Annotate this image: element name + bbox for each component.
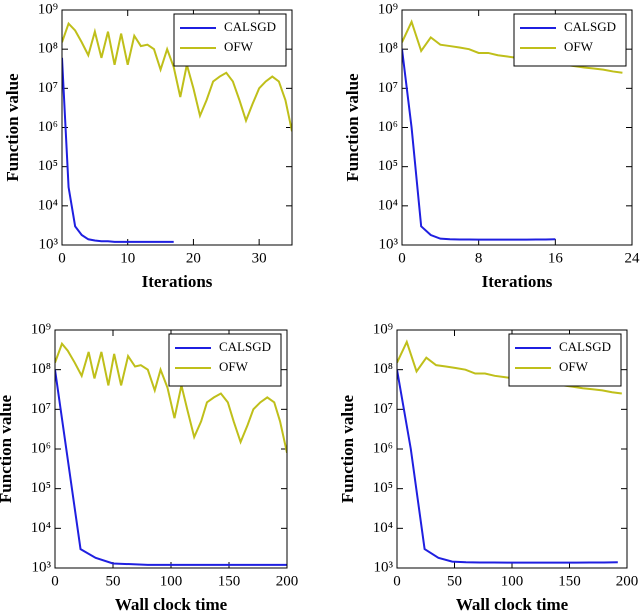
legend-label: OFW <box>564 39 594 54</box>
x-tick-label: 20 <box>186 250 201 266</box>
x-axis-label: Wall clock time <box>456 595 569 613</box>
series-line <box>397 369 618 564</box>
y-tick-label: 10⁷ <box>31 401 51 417</box>
series-line <box>402 49 556 241</box>
x-tick-label: 0 <box>58 250 66 266</box>
x-tick-label: 24 <box>625 250 640 266</box>
x-axis-label: Wall clock time <box>115 595 228 613</box>
series-line <box>402 19 623 74</box>
y-tick-label: 10⁴ <box>373 520 393 536</box>
legend-label: OFW <box>219 359 249 374</box>
subplot: 10³ 10⁴ 10⁵ 10⁶ 10⁷ 10⁸ 10⁹ 0 50 100 150 200 Wall cl… <box>338 321 638 613</box>
series-line <box>55 369 287 566</box>
legend-box <box>513 13 627 67</box>
x-tick-label: 10 <box>120 250 135 266</box>
y-axis-label: Function value <box>338 394 357 503</box>
y-tick-label: 10⁸ <box>378 41 398 57</box>
y-tick-label: 10⁵ <box>373 480 393 496</box>
x-axis-label: Iterations <box>142 272 213 291</box>
y-axis-label: Function value <box>343 73 362 182</box>
y-tick-label: 10⁸ <box>373 361 393 377</box>
y-tick-label: 10³ <box>374 559 394 575</box>
x-tick-label: 50 <box>447 573 462 589</box>
y-tick-label: 10⁵ <box>38 158 58 174</box>
y-axis-label: Function value <box>3 73 22 182</box>
subplot: 10³ 10⁴ 10⁵ 10⁶ 10⁷ 10⁸ 10⁹ 0 8 16 24 Iterations Fun… <box>343 1 640 290</box>
legend-box <box>508 333 622 387</box>
x-tick-label: 100 <box>501 573 524 589</box>
series-line <box>62 21 292 132</box>
legend-label: CALSGD <box>224 19 276 34</box>
legend-label: CALSGD <box>559 339 611 354</box>
y-tick-label: 10⁹ <box>38 1 58 17</box>
y-tick-label: 10⁶ <box>38 119 58 135</box>
y-tick-label: 10⁸ <box>38 41 58 57</box>
y-tick-label: 10³ <box>379 236 399 252</box>
y-tick-label: 10⁹ <box>31 321 51 337</box>
y-tick-label: 10⁶ <box>378 119 398 135</box>
x-axis-label: Iterations <box>482 272 553 291</box>
x-tick-label: 16 <box>548 250 564 266</box>
legend-label: CALSGD <box>219 339 271 354</box>
y-tick-label: 10⁴ <box>378 197 398 213</box>
y-tick-label: 10³ <box>39 236 59 252</box>
y-axis-label: Function value <box>0 394 15 503</box>
legend-box <box>168 333 282 387</box>
y-tick-label: 10⁵ <box>378 158 398 174</box>
y-tick-label: 10⁴ <box>31 520 51 536</box>
series-line <box>62 57 174 243</box>
x-tick-label: 30 <box>252 250 267 266</box>
y-tick-label: 10⁶ <box>373 440 393 456</box>
x-tick-label: 150 <box>558 573 581 589</box>
subplot: 10³ 10⁴ 10⁵ 10⁶ 10⁷ 10⁸ 10⁹ 0 10 20 30 Iterations Fu… <box>3 1 293 291</box>
series-line <box>55 341 287 454</box>
legend-box <box>173 13 287 67</box>
x-tick-label: 8 <box>475 250 483 266</box>
y-tick-label: 10⁷ <box>38 80 58 96</box>
y-tick-label: 10⁹ <box>378 1 398 17</box>
legend-label: OFW <box>559 359 589 374</box>
legend-label: CALSGD <box>564 19 616 34</box>
y-tick-label: 10⁷ <box>378 80 398 96</box>
axes-frame <box>61 9 293 246</box>
x-tick-label: 200 <box>276 573 299 589</box>
y-tick-label: 10⁶ <box>31 440 51 456</box>
y-tick-label: 10³ <box>32 559 52 575</box>
x-tick-label: 200 <box>616 573 639 589</box>
x-tick-label: 150 <box>218 573 241 589</box>
y-tick-label: 10⁹ <box>373 321 393 337</box>
x-tick-label: 50 <box>106 573 121 589</box>
x-tick-label: 100 <box>160 573 183 589</box>
axes-frame <box>401 9 633 246</box>
axes-frame <box>396 329 628 569</box>
x-tick-label: 0 <box>398 250 406 266</box>
x-tick-label: 0 <box>51 573 59 589</box>
y-tick-label: 10⁵ <box>31 480 51 496</box>
subplot: 10³ 10⁴ 10⁵ 10⁶ 10⁷ 10⁸ 10⁹ 0 50 100 150 200 Wall cl… <box>0 321 298 613</box>
y-tick-label: 10⁴ <box>38 197 58 213</box>
legend-label: OFW <box>224 39 254 54</box>
axes-frame <box>54 329 288 569</box>
y-tick-label: 10⁸ <box>31 361 51 377</box>
x-tick-label: 0 <box>393 573 401 589</box>
y-tick-label: 10⁷ <box>373 401 393 417</box>
